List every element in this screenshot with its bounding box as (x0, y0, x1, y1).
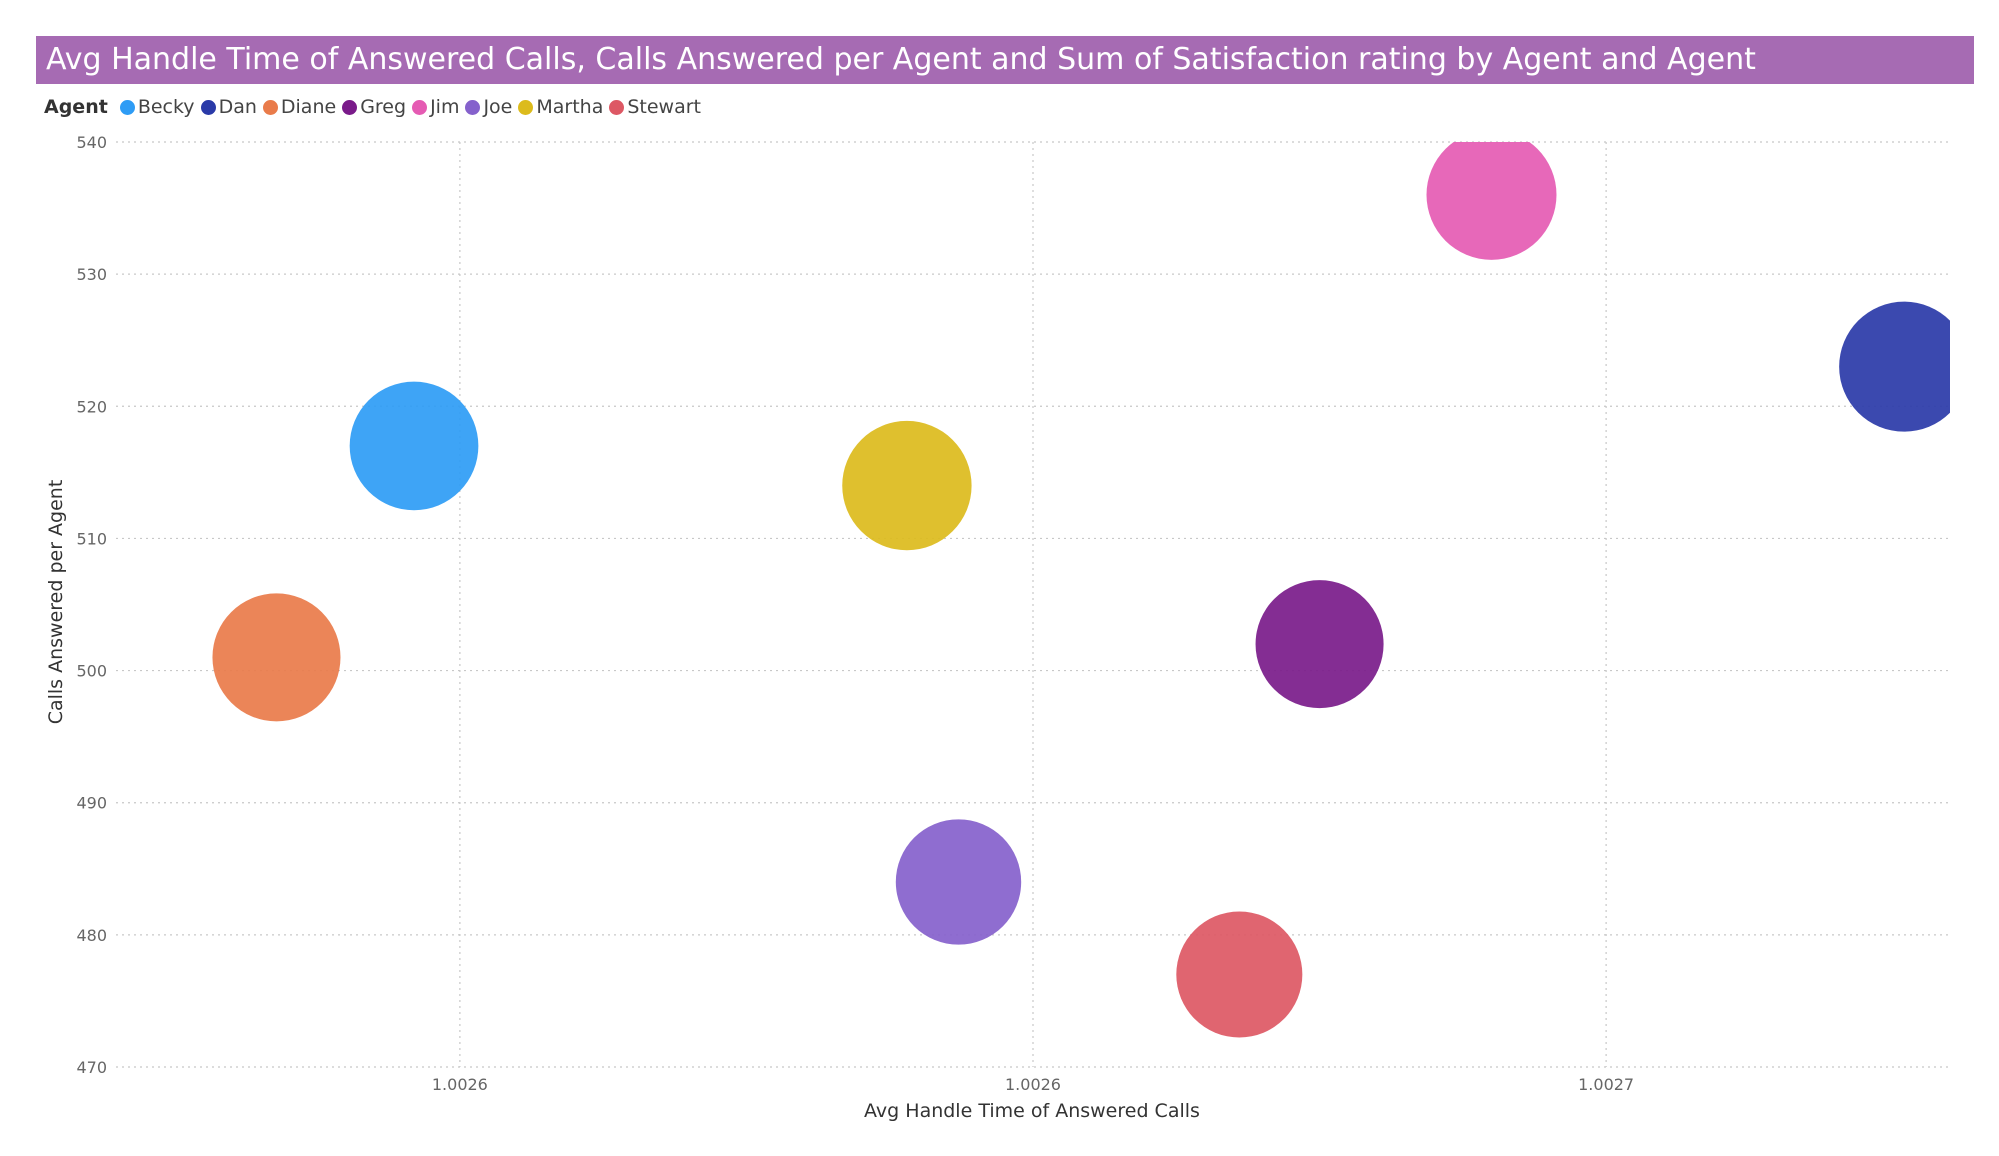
y-tick-label: 540 (76, 133, 107, 152)
bubbles (212, 130, 1969, 1038)
y-tick-label: 530 (76, 265, 107, 284)
bubble-diane[interactable] (212, 593, 340, 721)
bubble-greg[interactable] (1256, 580, 1384, 708)
y-tick-label: 490 (76, 794, 107, 813)
grid (116, 142, 1950, 1067)
x-tick-label: 1.0026 (432, 1075, 488, 1094)
bubble-dan[interactable] (1839, 302, 1969, 432)
y-tick-label: 500 (76, 662, 107, 681)
bubble-joe[interactable] (896, 819, 1021, 944)
bubble-becky[interactable] (350, 382, 479, 511)
x-axis-ticks: 1.0026 1.0026 1.0027 (432, 1075, 1634, 1094)
x-tick-label: 1.0026 (1005, 1075, 1061, 1094)
y-tick-label: 520 (76, 397, 107, 416)
y-tick-label: 510 (76, 529, 107, 548)
y-tick-label: 480 (76, 926, 107, 945)
x-tick-label: 1.0027 (1578, 1075, 1634, 1094)
bubble-martha[interactable] (842, 421, 971, 550)
y-tick-label: 470 (76, 1058, 107, 1077)
y-axis-title: Calls Answered per Agent (45, 480, 67, 725)
x-axis-title: Avg Handle Time of Answered Calls (864, 1100, 1200, 1122)
bubble-jim[interactable] (1427, 130, 1557, 260)
y-axis-ticks: 470 480 490 500 510 520 530 540 (76, 133, 107, 1077)
bubble-stewart[interactable] (1176, 911, 1302, 1037)
